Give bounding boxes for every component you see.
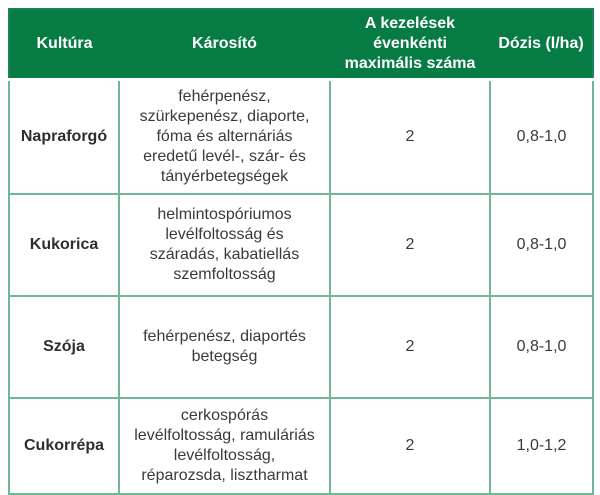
column-header-dozis: Dózis (l/ha)	[490, 9, 593, 81]
page: Kultúra Károsító A kezelések évenkénti m…	[8, 8, 594, 495]
cell-max-kezelesek: 2	[329, 397, 491, 495]
cell-dozis: 1,0-1,2	[489, 397, 594, 495]
table-row: Kukorica helmintospóriumos levélfoltossá…	[8, 193, 594, 297]
cell-dozis: 0,8-1,0	[489, 79, 594, 195]
cell-karosito: helmintospóriumos levélfoltosság és szár…	[118, 193, 331, 297]
table-row: Napraforgó fehérpenész, szürkepenész, di…	[8, 79, 594, 195]
cell-karosito: fehérpenész, szürkepenész, diaporte, fóm…	[118, 79, 331, 195]
cell-karosito: fehérpenész, diaportés betegség	[118, 295, 331, 399]
cell-kultura: Cukorrépa	[8, 397, 120, 495]
cell-kultura: Napraforgó	[8, 79, 120, 195]
cell-max-kezelesek: 2	[329, 193, 491, 297]
dosage-table: Kultúra Károsító A kezelések évenkénti m…	[8, 8, 594, 495]
cell-dozis: 0,8-1,0	[489, 193, 594, 297]
table-row: Szója fehérpenész, diaportés betegség 2 …	[8, 295, 594, 399]
cell-max-kezelesek: 2	[329, 295, 491, 399]
column-header-karosito: Károsító	[119, 9, 330, 81]
table-row: Cukorrépa cerkospórás levélfoltosság, ra…	[8, 397, 594, 495]
column-header-kultura: Kultúra	[9, 9, 119, 81]
cell-dozis: 0,8-1,0	[489, 295, 594, 399]
cell-max-kezelesek: 2	[329, 79, 491, 195]
cell-karosito: cerkospórás levélfoltosság, ramuláriás l…	[118, 397, 331, 495]
cell-kultura: Kukorica	[8, 193, 120, 297]
header-row: Kultúra Károsító A kezelések évenkénti m…	[9, 9, 593, 81]
cell-kultura: Szója	[8, 295, 120, 399]
column-header-max-kezelesek: A kezelések évenkénti maximális száma	[330, 9, 490, 81]
